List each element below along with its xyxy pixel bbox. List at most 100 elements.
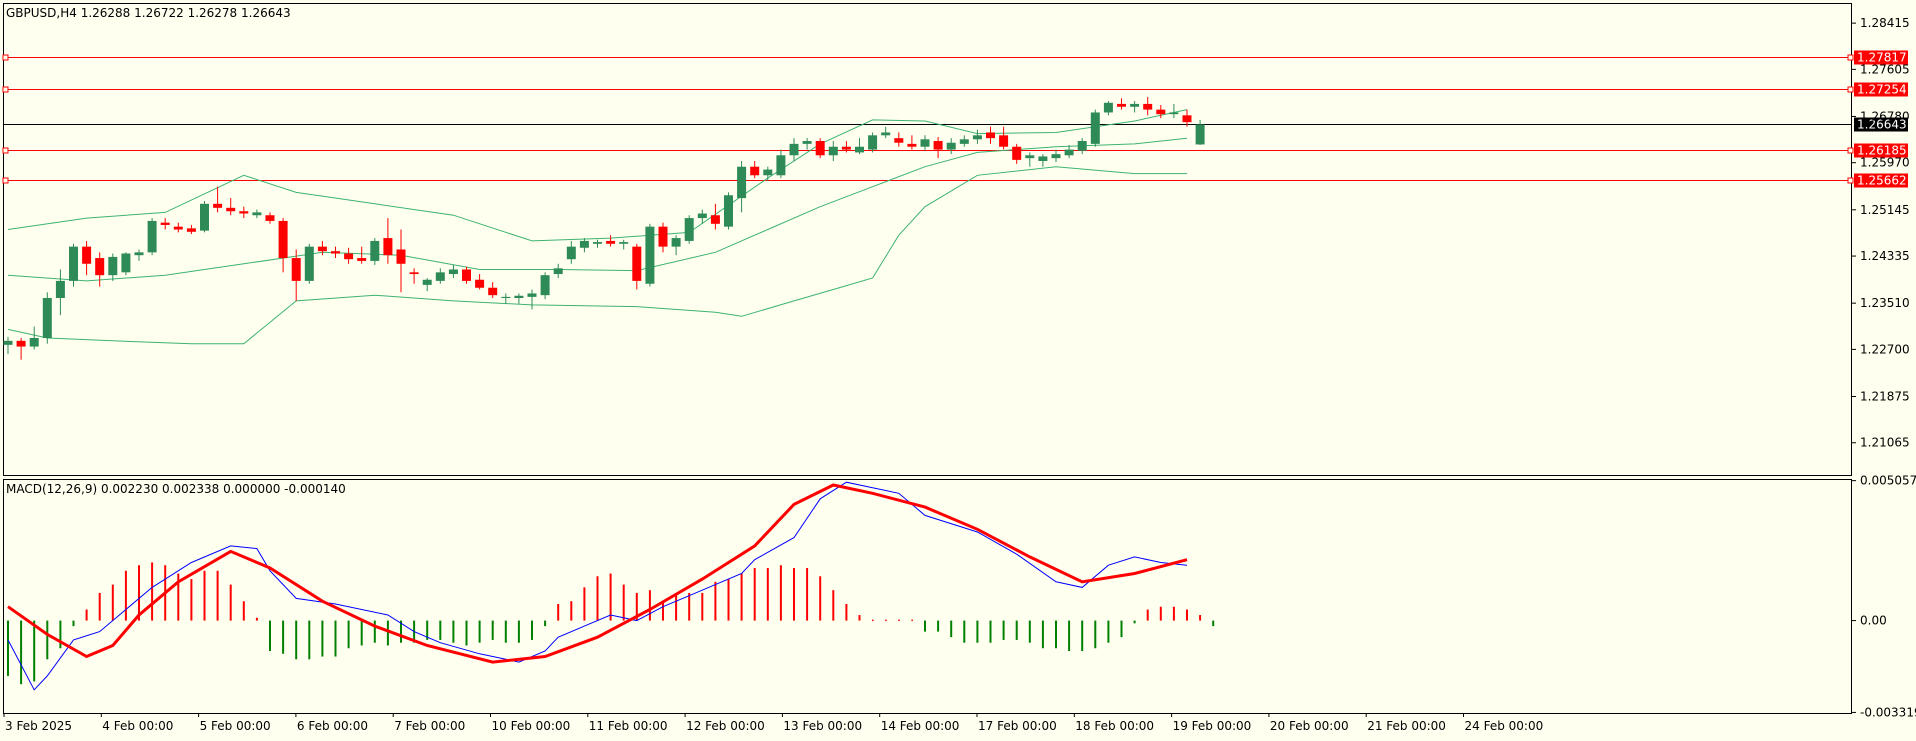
candle-body[interactable]	[291, 258, 301, 281]
candle-body[interactable]	[999, 135, 1009, 147]
candle-body[interactable]	[239, 211, 249, 214]
candle-body[interactable]	[579, 240, 589, 248]
candle-body[interactable]	[645, 226, 655, 284]
candle-body[interactable]	[134, 252, 144, 256]
candle-body[interactable]	[737, 166, 747, 199]
candle-body[interactable]	[435, 272, 445, 281]
candle-body[interactable]	[697, 213, 707, 219]
candle-body[interactable]	[553, 268, 563, 275]
candle-body[interactable]	[828, 146, 838, 156]
candle-body[interactable]	[606, 240, 616, 244]
level-handle-right[interactable]	[1847, 147, 1854, 154]
candle-body[interactable]	[55, 280, 65, 299]
candle-body[interactable]	[593, 242, 602, 244]
candle-body[interactable]	[409, 272, 419, 275]
candle-body[interactable]	[200, 203, 209, 231]
candle-body[interactable]	[946, 142, 956, 150]
candle-body[interactable]	[1025, 155, 1035, 159]
candle-body[interactable]	[841, 146, 851, 150]
candle-body[interactable]	[82, 246, 92, 264]
candle-body[interactable]	[894, 138, 904, 143]
candle-body[interactable]	[986, 132, 995, 139]
candle-body[interactable]	[1195, 124, 1205, 145]
candle-body[interactable]	[1064, 149, 1074, 156]
candle-body[interactable]	[1077, 141, 1087, 151]
candle-body[interactable]	[160, 222, 170, 225]
candle-body[interactable]	[42, 298, 52, 338]
candle-body[interactable]	[619, 242, 629, 244]
candle-body[interactable]	[1156, 109, 1166, 115]
candle-body[interactable]	[815, 141, 825, 156]
candle-body[interactable]	[331, 251, 340, 254]
candle-body[interactable]	[527, 293, 537, 297]
candle-body[interactable]	[396, 249, 406, 264]
candle-body[interactable]	[147, 220, 157, 253]
candle-body[interactable]	[29, 337, 39, 347]
candle-body[interactable]	[1117, 103, 1126, 107]
candle-body[interactable]	[304, 246, 314, 281]
candle-body[interactable]	[173, 226, 183, 230]
level-handle-right[interactable]	[1847, 54, 1854, 61]
candle-body[interactable]	[3, 340, 13, 345]
candle-body[interactable]	[881, 132, 891, 136]
candle-body[interactable]	[776, 155, 786, 176]
candle-body[interactable]	[1182, 115, 1192, 123]
candle-body[interactable]	[1169, 112, 1179, 115]
candle-body[interactable]	[501, 296, 511, 299]
candle-body[interactable]	[95, 258, 105, 276]
candle-body[interactable]	[514, 295, 524, 299]
candle-body[interactable]	[959, 139, 969, 144]
candle-body[interactable]	[566, 246, 576, 260]
candle-body[interactable]	[972, 135, 982, 140]
candle-body[interactable]	[671, 238, 681, 247]
candle-body[interactable]	[213, 203, 223, 208]
candle-body[interactable]	[1143, 103, 1153, 110]
candle-body[interactable]	[186, 228, 196, 232]
candle-body[interactable]	[475, 279, 485, 288]
candle-body[interactable]	[789, 143, 799, 156]
candle-body[interactable]	[1038, 156, 1048, 161]
candle-body[interactable]	[462, 269, 471, 281]
level-handle-left[interactable]	[2, 147, 9, 154]
candle-body[interactable]	[868, 135, 878, 150]
candle-body[interactable]	[226, 207, 236, 212]
candle-body[interactable]	[684, 218, 694, 241]
candle-body[interactable]	[383, 238, 393, 256]
candle-body[interactable]	[69, 246, 78, 281]
candle-body[interactable]	[1130, 103, 1140, 107]
candle-body[interactable]	[540, 275, 550, 296]
candle-body[interactable]	[317, 246, 327, 252]
level-handle-left[interactable]	[2, 86, 9, 93]
candle-body[interactable]	[121, 253, 131, 273]
candle-body[interactable]	[802, 141, 812, 144]
candle-body[interactable]	[750, 166, 760, 176]
candle-body[interactable]	[422, 279, 432, 285]
level-handle-right[interactable]	[1847, 86, 1854, 93]
candle-body[interactable]	[16, 340, 26, 347]
level-handle-left[interactable]	[2, 54, 9, 61]
candle-body[interactable]	[920, 139, 930, 147]
candle-body[interactable]	[1051, 154, 1061, 159]
candle-body[interactable]	[278, 220, 288, 259]
candle-body[interactable]	[252, 212, 262, 216]
level-handle-left[interactable]	[2, 177, 9, 184]
candle-body[interactable]	[855, 146, 864, 153]
candle-body[interactable]	[1090, 112, 1100, 144]
candle-body[interactable]	[370, 240, 380, 261]
candle-body[interactable]	[448, 269, 458, 275]
candle-body[interactable]	[265, 215, 275, 221]
candle-body[interactable]	[710, 215, 720, 224]
candle-body[interactable]	[632, 246, 642, 281]
candle-body[interactable]	[344, 253, 354, 260]
candle-body[interactable]	[357, 258, 367, 261]
candle-body[interactable]	[488, 287, 498, 296]
level-handle-right[interactable]	[1847, 177, 1854, 184]
candle-body[interactable]	[933, 141, 943, 150]
candle-body[interactable]	[724, 195, 733, 227]
candle-body[interactable]	[658, 226, 668, 247]
candle-body[interactable]	[1103, 102, 1113, 113]
candle-body[interactable]	[108, 256, 118, 276]
candle-body[interactable]	[763, 169, 773, 176]
